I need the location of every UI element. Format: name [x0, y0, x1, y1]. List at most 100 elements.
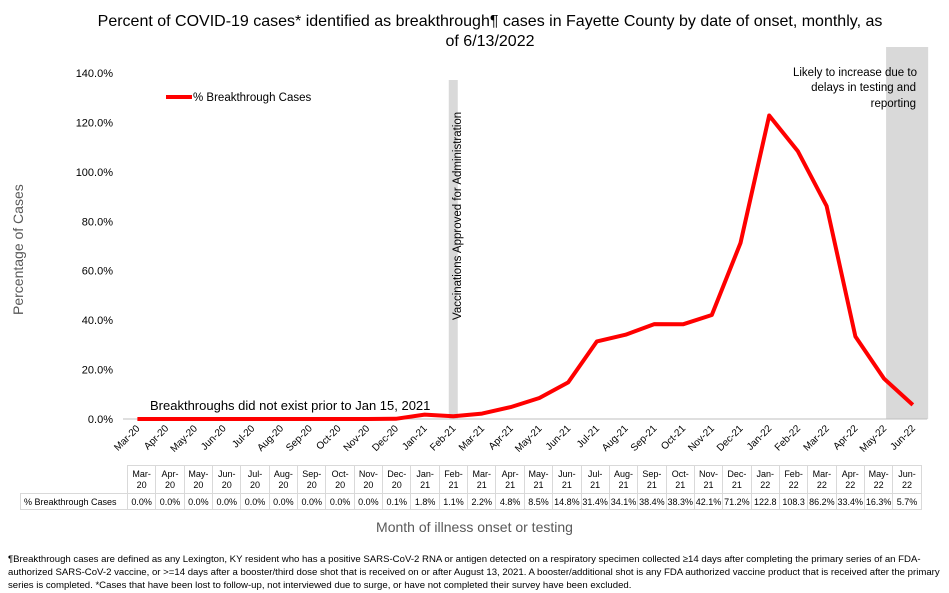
table-header-cell: Aug- 20: [268, 465, 299, 494]
likely-increase-annotation-line-1: Likely to increase due to: [793, 67, 917, 79]
table-header-cell: May- 22: [863, 465, 894, 494]
x-tick-label: Sep-21: [629, 423, 660, 454]
x-tick-label: Sep-20: [284, 423, 315, 454]
table-value-cell: 0.0%: [240, 493, 270, 510]
table-header-cell: Apr- 20: [155, 465, 185, 494]
table-value-cell: 86.2%: [807, 493, 837, 510]
table-header-cell: Mar- 21: [467, 465, 497, 494]
y-tick-label: 120.0%: [76, 117, 114, 129]
table-value-cell: 0.0%: [353, 493, 384, 510]
x-tick-label: Jun-20: [199, 423, 229, 453]
y-tick-label: 60.0%: [82, 266, 113, 278]
x-tick-label: May-21: [513, 423, 545, 455]
table-value-cell: 108.3: [778, 493, 809, 510]
table-value-cell: 0.0%: [325, 493, 355, 510]
table-header-cell: Feb- 22: [778, 465, 809, 494]
table-header-cell: Sep- 21: [637, 465, 667, 494]
x-tick-label: Dec-20: [370, 423, 401, 454]
table-header-cell: Sep- 20: [297, 465, 327, 494]
y-tick-label: 20.0%: [82, 365, 113, 377]
table-value-cell: 4.8%: [495, 493, 525, 510]
x-tick-label: Feb-21: [428, 423, 458, 453]
table-header-cell: Jan- 21: [410, 465, 440, 494]
table-value-cell: 0.1%: [382, 493, 412, 510]
table-value-cell: 0.0%: [126, 493, 157, 510]
series-layer: [137, 113, 915, 421]
line-chart: 0.0% 20.0% 40.0% 60.0% 80.0% 100.0% 120.0% 140.…: [76, 47, 929, 455]
table-value-cell: 31.4%: [580, 493, 610, 510]
no-breakthrough-annotation: Breakthroughs did not exist prior to Jan…: [150, 398, 430, 413]
y-tick-label: 140.0%: [76, 68, 114, 80]
x-axis-title: Month of illness onset or testing: [376, 519, 573, 535]
table-value-cell: 42.1%: [693, 493, 724, 510]
x-tick-label: May-20: [169, 423, 201, 455]
y-axis-title: Percentage of Cases: [10, 184, 26, 315]
table-header-cell: Oct- 21: [665, 465, 695, 494]
table-header-cell: Jun- 22: [892, 465, 922, 494]
table-header-cell: Oct- 20: [325, 465, 355, 494]
table-value-cell: 8.5%: [523, 493, 554, 510]
table-header-cell: Nov- 20: [353, 465, 384, 494]
x-tick-label: Apr-20: [142, 423, 171, 452]
x-tick-label: Jul-21: [575, 423, 602, 450]
table-value-cell: 0.0%: [183, 493, 214, 510]
highlight-band-recent: [886, 47, 929, 419]
y-axis: 0.0% 20.0% 40.0% 60.0% 80.0% 100.0% 120.0% 140.…: [76, 68, 114, 426]
table-header-cell: Jun- 20: [212, 465, 242, 494]
table-header-cell: Apr- 22: [835, 465, 865, 494]
table-value-cell: 0.0%: [212, 493, 242, 510]
table-value-cell: 0.0%: [297, 493, 327, 510]
y-tick-label: 0.0%: [88, 414, 113, 426]
x-tick-label: Nov-20: [342, 423, 373, 454]
y-tick-label: 100.0%: [76, 167, 114, 179]
table-value-cell: 33.4%: [835, 493, 865, 510]
table-header-cell: Feb- 21: [438, 465, 469, 494]
chart-title: Percent of COVID-19 cases* identified as…: [97, 13, 883, 50]
x-tick-label: Aug-20: [255, 423, 286, 454]
x-tick-label: Oct-21: [659, 423, 688, 452]
table-value-cell: 1.8%: [410, 493, 440, 510]
table-value-cell: 38.4%: [637, 493, 667, 510]
table-value-cell: 5.7%: [892, 493, 922, 510]
table-value-cell: 14.8%: [552, 493, 582, 510]
x-tick-label: Oct-20: [315, 423, 344, 452]
x-tick-label: Feb-22: [773, 423, 803, 453]
table-header-cell: Mar- 22: [807, 465, 837, 494]
x-tick-label: Mar-22: [802, 423, 832, 453]
table-header-cell: Jul- 20: [240, 465, 270, 494]
data-table: Mar- 20 Apr- 20 May- 20 Jun- 20 Jul- 20 Aug- 20 Sep-…: [20, 465, 922, 510]
table-header-cell: Aug- 21: [608, 465, 639, 494]
x-tick-label: Jun-22: [889, 423, 919, 453]
table-value-cell: 2.2%: [467, 493, 497, 510]
series-line-breakthrough: [137, 113, 915, 421]
table-value-cell: 16.3%: [863, 493, 894, 510]
highlight-bands: [448, 47, 929, 419]
annotations-layer: Vaccinations Approved for Administration…: [150, 67, 917, 413]
table-value-cell: 0.0%: [268, 493, 299, 510]
table-header-cell: May- 21: [523, 465, 554, 494]
table-value-cell: 122.8: [750, 493, 780, 510]
likely-increase-annotation-line-2: delays in testing and: [811, 82, 916, 94]
x-tick-label: Jan-21: [400, 423, 430, 453]
x-tick-label: Jul-20: [230, 423, 257, 450]
x-tick-label: Aug-21: [600, 423, 631, 454]
highlight-band-vaccination: [448, 80, 458, 419]
table-corner: [21, 466, 128, 494]
x-tick-label: Nov-21: [686, 423, 717, 454]
table-header-cell: May- 20: [183, 465, 214, 494]
x-tick-label: Dec-21: [715, 423, 746, 454]
likely-increase-annotation-line-3: reporting: [871, 98, 916, 110]
table-value-cell: 0.0%: [155, 493, 185, 510]
table-header-row: Mar- 20 Apr- 20 May- 20 Jun- 20 Jul- 20 Aug- 20 Sep-…: [21, 465, 922, 494]
legend: % Breakthrough Cases: [166, 92, 312, 104]
table-value-cell: 71.2%: [722, 493, 752, 510]
table-value-cell: 34.1%: [608, 493, 639, 510]
table-value-cell: 1.1%: [438, 493, 469, 510]
table-header-cell: Apr- 21: [495, 465, 525, 494]
table-header-cell: Jan- 22: [750, 465, 780, 494]
legend-label: % Breakthrough Cases: [193, 92, 312, 104]
vaccination-annotation: Vaccinations Approved for Administration: [452, 112, 464, 320]
table-header-cell: Dec- 21: [722, 465, 752, 494]
table-values-row: % Breakthrough Cases 0.0% 0.0% 0.0% 0.0% 0.0%…: [20, 493, 922, 510]
